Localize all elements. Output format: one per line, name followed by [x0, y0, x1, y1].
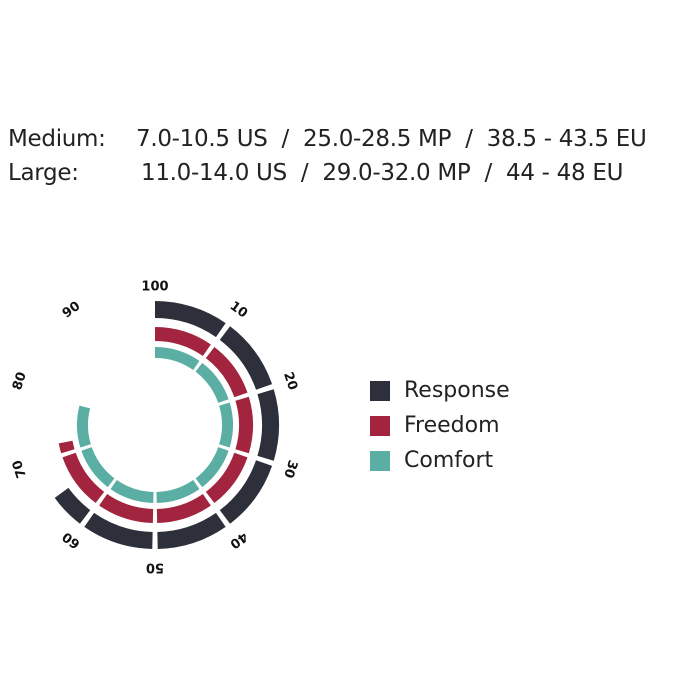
bar-segment-response	[84, 512, 153, 549]
bar-segment-response	[157, 512, 226, 549]
bar-segment-freedom	[205, 347, 248, 398]
legend-swatch	[370, 450, 390, 471]
tick-label: 60	[60, 528, 83, 551]
tick-label: 20	[280, 370, 300, 392]
size-row-medium: Medium: 7.0-10.5 US / 25.0-28.5 MP / 38.…	[8, 126, 647, 204]
bar-segment-comfort	[81, 447, 115, 488]
size-value: 11.0-14.0 US / 29.0-32.0 MP / 44 - 48 EU	[141, 160, 624, 186]
size-label: Large:	[8, 160, 79, 186]
tick-label: 40	[227, 528, 250, 551]
bar-segment-comfort	[195, 447, 229, 488]
size-value: 7.0-10.5 US / 25.0-28.5 MP / 38.5 - 43.5…	[136, 126, 647, 152]
legend-item-comfort: Comfort	[370, 448, 493, 473]
bar-segment-response	[54, 487, 91, 524]
bar-segment-response	[219, 460, 273, 524]
bar-segment-comfort	[155, 347, 200, 370]
legend-swatch	[370, 415, 390, 436]
tick-label: 80	[10, 370, 30, 392]
bar-segment-response	[155, 301, 226, 338]
bar-segment-freedom	[156, 494, 211, 523]
bar-segment-comfort	[156, 480, 200, 503]
bar-segment-comfort	[77, 405, 91, 448]
legend-label: Freedom	[404, 413, 500, 438]
legend-item-freedom: Freedom	[370, 413, 500, 438]
tick-label: 30	[280, 458, 300, 480]
tick-label: 70	[10, 458, 30, 480]
size-label: Medium:	[8, 126, 106, 152]
size-row-large: Large: 11.0-14.0 US / 29.0-32.0 MP / 44 …	[8, 160, 623, 238]
legend-swatch	[370, 380, 390, 401]
bar-segment-comfort	[219, 402, 234, 448]
bar-segment-freedom	[58, 440, 75, 454]
bar-segment-comfort	[195, 362, 229, 403]
bar-segment-freedom	[155, 327, 211, 356]
bar-segment-freedom	[205, 452, 248, 503]
tick-label: 90	[60, 299, 83, 322]
bar-segment-response	[219, 326, 273, 390]
legend-item-response: Response	[370, 378, 510, 403]
bar-segment-freedom	[235, 396, 254, 454]
tick-label: 50	[146, 560, 164, 575]
legend-label: Response	[404, 378, 510, 403]
tick-label: 10	[227, 299, 250, 322]
bar-segment-comfort	[110, 480, 154, 503]
bar-segment-freedom	[62, 452, 105, 503]
bar-segment-response	[257, 389, 279, 461]
legend-label: Comfort	[404, 448, 494, 473]
tick-label: 100	[141, 280, 168, 295]
bar-segment-freedom	[99, 494, 154, 523]
